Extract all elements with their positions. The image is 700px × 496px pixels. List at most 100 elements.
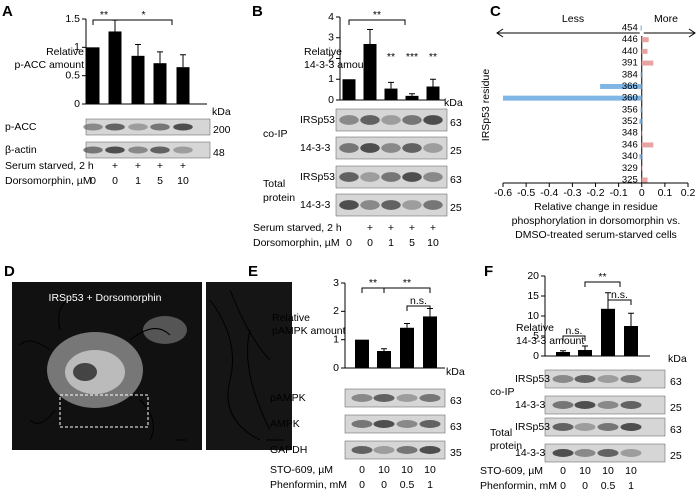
blot-group-label: co-IP — [263, 128, 288, 140]
blot-band — [597, 449, 619, 457]
bar — [640, 25, 642, 31]
blot-band — [351, 446, 373, 454]
blot-label: IRSp53 — [515, 421, 550, 433]
y-axis-title: Relative — [272, 312, 310, 324]
condition-value: 0 — [112, 175, 118, 187]
y-tick-label: 440 — [622, 46, 638, 57]
bar — [601, 308, 615, 356]
condition-value: 1 — [427, 479, 433, 491]
kda-label: 63 — [670, 424, 682, 436]
condition-value: 10 — [401, 464, 413, 476]
arrow-more — [643, 28, 696, 38]
y-axis-title: pAMPK amount — [272, 325, 346, 337]
kda-label: 63 — [450, 117, 462, 129]
significance-bracket — [114, 19, 173, 25]
condition-value: 10 — [427, 237, 439, 249]
condition-label: STO-609, µM — [270, 464, 333, 476]
condition-value: 0 — [381, 479, 387, 491]
cell — [143, 316, 187, 344]
y-axis-title: p-ACC amount — [15, 59, 85, 71]
condition-value: 5 — [409, 237, 415, 249]
y-tick-label: 360 — [622, 93, 638, 104]
bar — [400, 327, 414, 368]
arrow-label: Less — [562, 13, 584, 25]
blot-band — [396, 420, 418, 428]
blot-band — [419, 394, 441, 402]
blot-band — [552, 449, 574, 457]
condition-value: 0 — [90, 175, 96, 187]
y-tick-label: 366 — [622, 81, 638, 92]
condition-value: + — [135, 160, 141, 172]
significance-label: ** — [100, 9, 108, 21]
bar — [405, 95, 419, 100]
blot-band — [423, 200, 443, 210]
significance-label: n.s. — [611, 289, 628, 301]
blot-label: IRSp53 — [515, 373, 550, 385]
bar — [641, 37, 649, 43]
blot-band — [552, 401, 574, 409]
significance-label: *** — [406, 51, 418, 63]
arrow-less — [496, 28, 640, 38]
bar — [639, 119, 642, 125]
blot-band — [574, 375, 596, 383]
blot-band — [423, 143, 443, 153]
blot-band — [373, 446, 395, 454]
kda-label: 25 — [670, 402, 682, 414]
bar — [131, 55, 145, 104]
y-tick-label: 15 — [527, 290, 539, 302]
y-tick-label: 454 — [622, 23, 638, 34]
kda-label: 63 — [450, 421, 462, 433]
y-axis-title: Relative — [304, 46, 342, 58]
kda-label: 35 — [450, 447, 462, 459]
y-tick-label: 1 — [333, 333, 339, 345]
condition-value: 5 — [157, 175, 163, 187]
y-tick-label: 5 — [533, 330, 539, 342]
panel-label: B — [252, 3, 263, 20]
error-bar — [582, 345, 588, 350]
blot-band — [128, 123, 148, 131]
blot-band — [381, 172, 401, 182]
blot-band — [620, 423, 642, 431]
x-tick-label: 0.2 — [681, 187, 696, 199]
bar — [426, 86, 440, 100]
blot-band — [552, 423, 574, 431]
blot-band — [105, 123, 125, 131]
blot-label: p-ACC — [5, 121, 37, 133]
blot-group-label: protein — [263, 192, 295, 204]
y-tick-label: 2 — [333, 305, 339, 317]
blot-band — [83, 123, 103, 131]
x-axis-title: Relative change in residue — [534, 201, 658, 213]
bar — [556, 352, 570, 356]
blot-band — [360, 143, 380, 153]
y-tick-label: 356 — [622, 104, 638, 115]
significance-label: n.s. — [566, 325, 583, 337]
condition-label: Phenformin, mM — [270, 479, 347, 491]
kda-label: 25 — [450, 145, 462, 157]
condition-value: 0.5 — [601, 480, 616, 492]
panel-label: C — [490, 3, 501, 20]
blot-band — [620, 375, 642, 383]
bar — [363, 43, 377, 100]
blot-band — [423, 115, 443, 125]
blot-band — [574, 401, 596, 409]
y-tick-label: 2 — [328, 52, 334, 64]
error-bar — [135, 44, 141, 56]
significance-bracket — [607, 299, 632, 305]
bar — [640, 107, 642, 113]
blot-label: 14-3-3 — [515, 399, 546, 411]
blot-band — [574, 449, 596, 457]
x-tick-label: 0.1 — [658, 187, 673, 199]
bar — [641, 48, 648, 54]
blot-band — [552, 375, 574, 383]
x-tick-label: -0.3 — [563, 187, 581, 199]
blot-label: pAMPK — [270, 392, 306, 404]
blot-band — [339, 143, 359, 153]
condition-value: 1 — [388, 237, 394, 249]
y-tick-label: 1.5 — [65, 13, 80, 25]
error-bar — [367, 28, 373, 44]
y-tick-label: 325 — [622, 175, 638, 186]
y-tick-label: 0.5 — [65, 69, 80, 81]
arrow-label: More — [654, 13, 678, 25]
blot — [335, 108, 448, 132]
